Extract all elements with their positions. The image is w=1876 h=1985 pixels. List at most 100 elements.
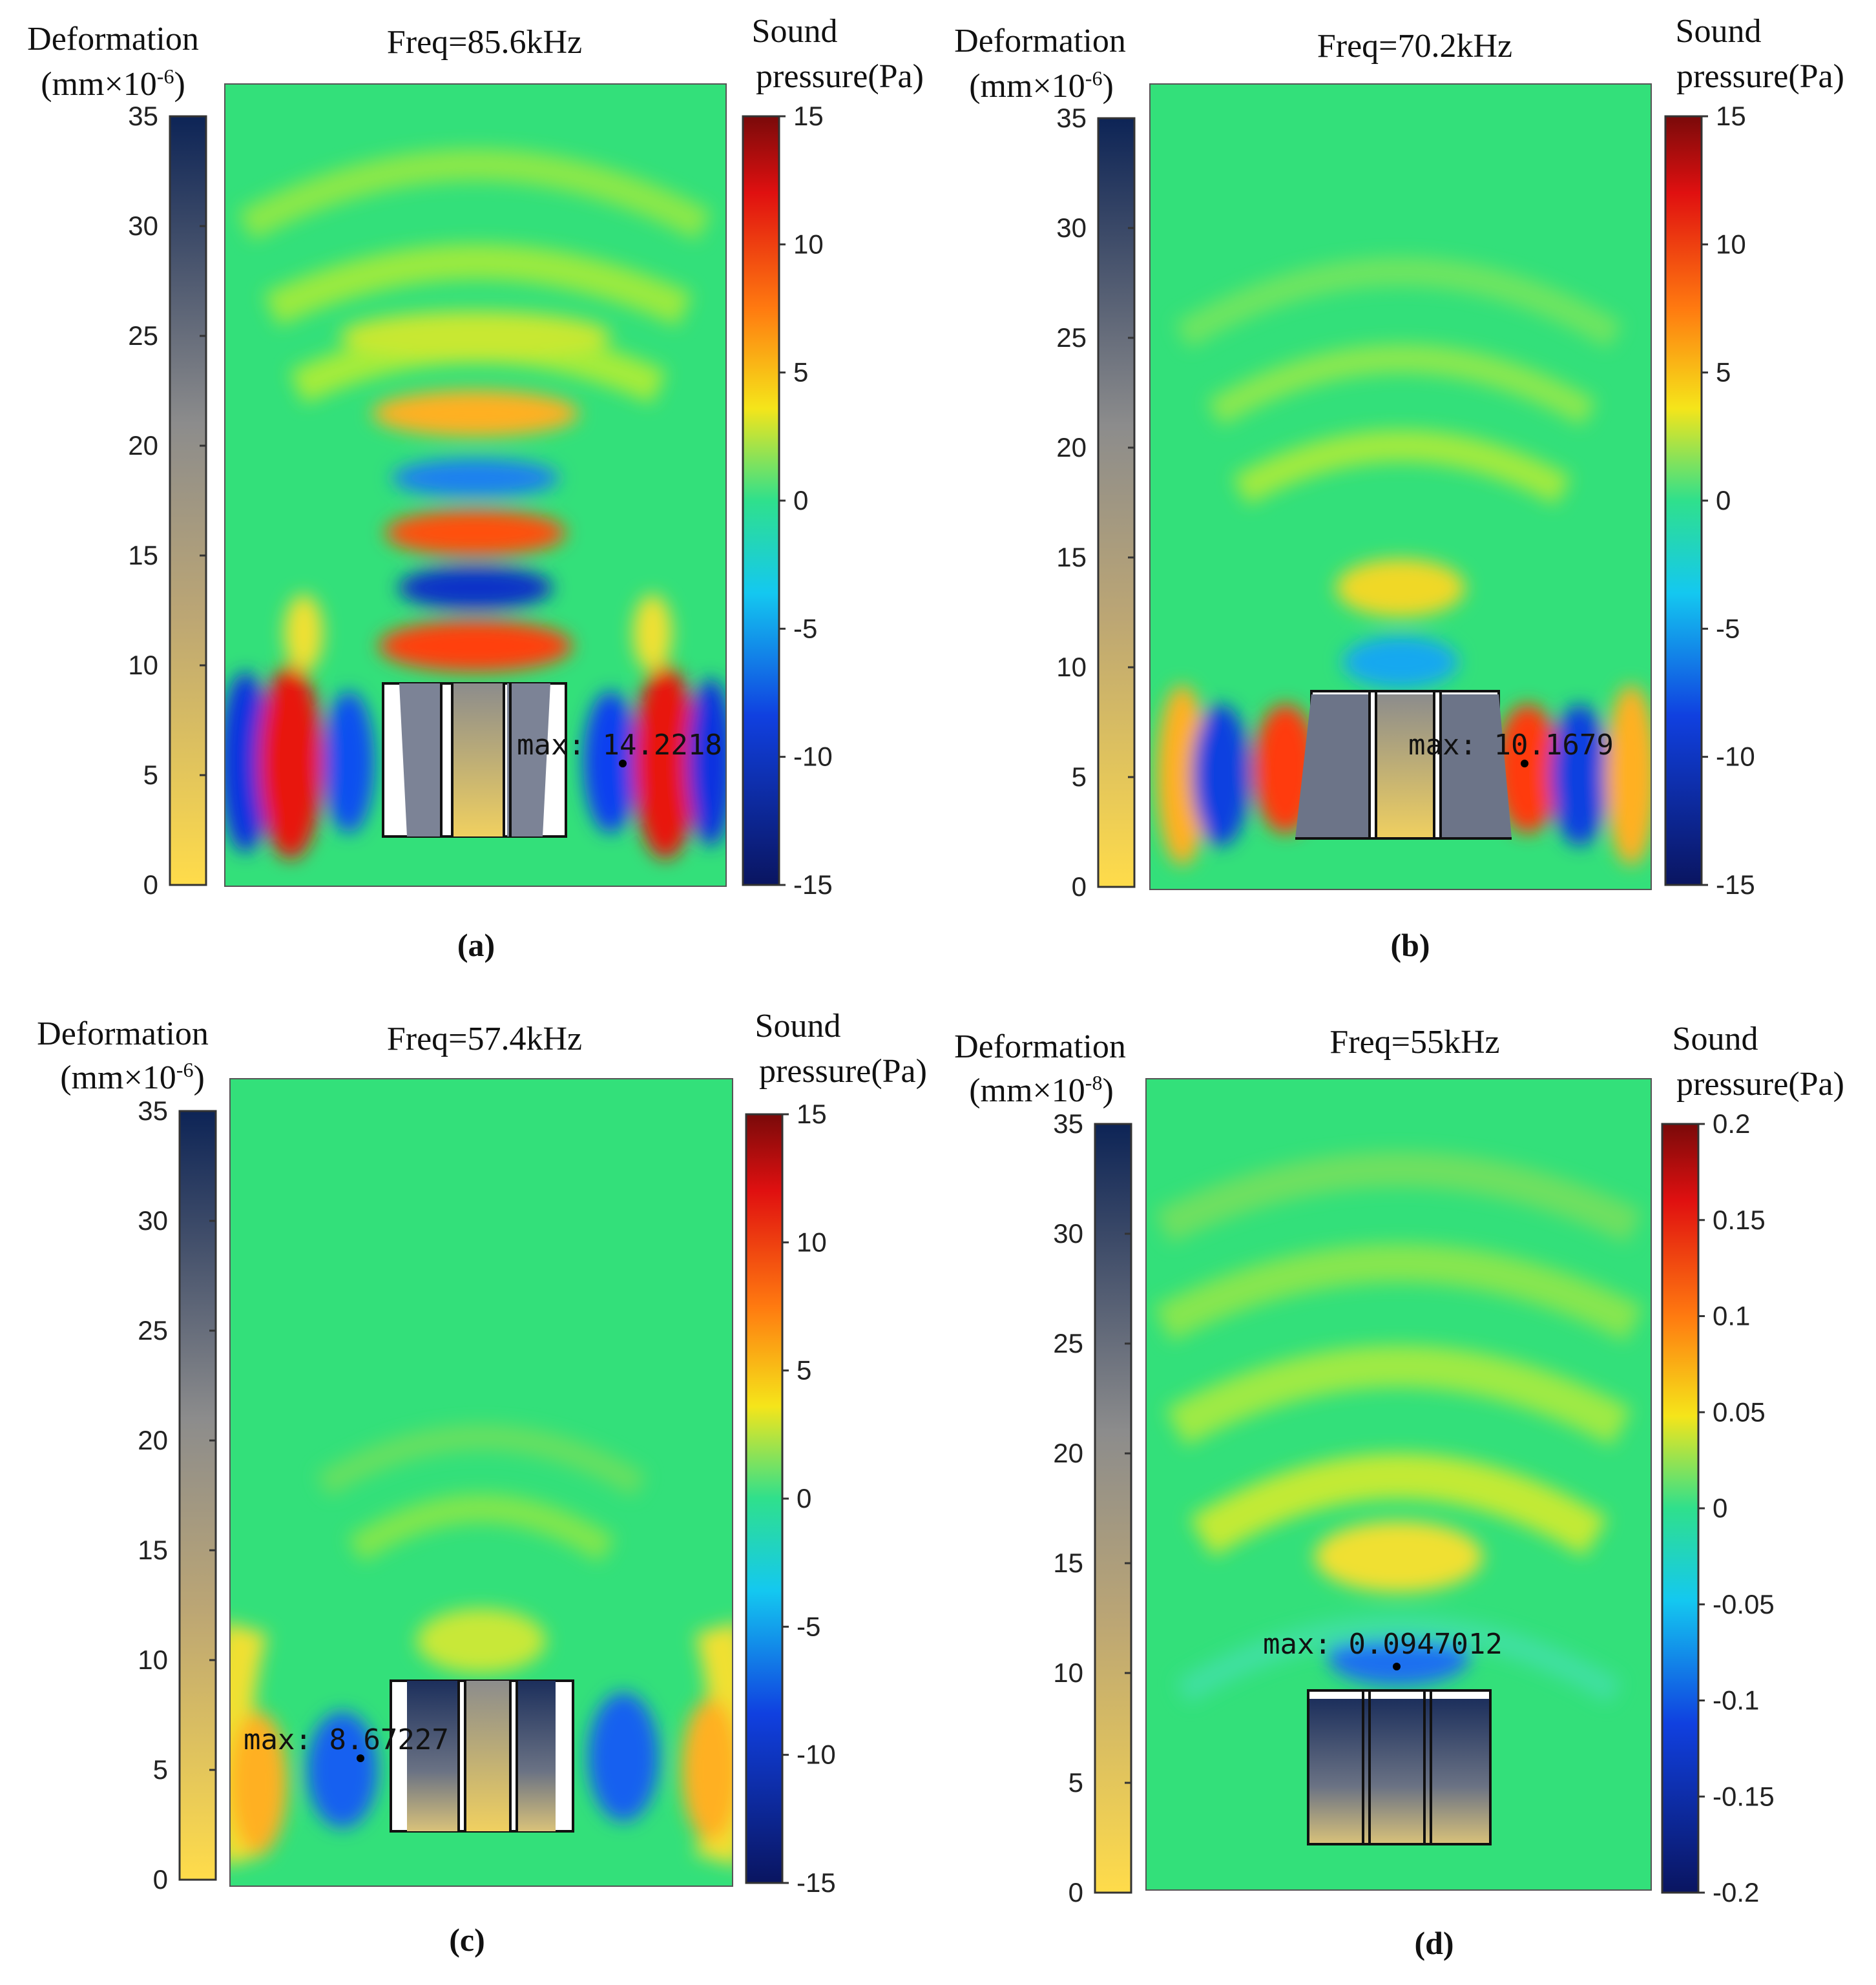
deformation-label-d-line1: Deformation (954, 1028, 1126, 1065)
deformation-ticks-c: 0 5 10 15 20 25 30 35 (138, 1096, 216, 1895)
max-label-c: max: 8.67227 (244, 1723, 449, 1756)
deformation-tick-label-a-0: 0 (143, 869, 158, 900)
deformation-tick-label-d-7: 35 (1053, 1108, 1083, 1139)
pressure-tick-label-c-3: 0 (797, 1483, 811, 1513)
panel-caption-c: (c) (449, 1922, 485, 1958)
max-marker-c (357, 1754, 364, 1762)
pressure-tick-label-c-4: -5 (797, 1611, 820, 1641)
deformation-tick-label-d-0: 0 (1068, 1877, 1083, 1907)
transducer-a (382, 682, 567, 838)
deformation-tick-label-a-5: 25 (128, 320, 158, 351)
pressure-tick-label-b-6: -15 (1716, 869, 1755, 900)
panel-a: Deformation (mm×10-6) 0 5 10 15 20 25 30 35 Fre… (27, 13, 924, 963)
pressure-tick-label-a-0: 15 (793, 101, 824, 131)
pressure-ticks-c: 15 10 5 0 -5 -10 -15 (782, 1099, 836, 1898)
pressure-tick-label-c-5: -10 (797, 1740, 836, 1770)
max-marker-b (1521, 760, 1528, 767)
pressure-label-c-line2: pressure(Pa) (759, 1053, 927, 1090)
deformation-tick-label-b-7: 35 (1056, 103, 1087, 133)
deformation-label-a-line1: Deformation (27, 21, 199, 57)
transducer-d (1307, 1689, 1492, 1845)
max-label-b: max: 10.1679 (1408, 729, 1614, 762)
deformation-ticks-d: 0 5 10 15 20 25 30 35 (1053, 1108, 1131, 1907)
pressure-label-d-line1: Sound (1673, 1021, 1758, 1057)
pressure-tick-label-b-3: 0 (1716, 485, 1731, 515)
deformation-tick-label-b-6: 30 (1056, 213, 1087, 243)
pressure-ticks-b: 15 10 5 0 -5 -10 -15 (1702, 101, 1755, 900)
pressure-label-d-line2: pressure(Pa) (1676, 1066, 1844, 1103)
deformation-tick-label-b-0: 0 (1072, 871, 1087, 902)
max-label-a: max: 14.2218 (517, 729, 722, 762)
deformation-tick-label-b-4: 20 (1056, 432, 1087, 462)
transducer-c (390, 1679, 574, 1833)
pressure-label-b-line2: pressure(Pa) (1676, 58, 1844, 95)
plot-title-c: Freq=57.4kHz (387, 1021, 582, 1057)
max-marker-d (1393, 1663, 1401, 1670)
pressure-tick-label-d-2: 0.1 (1713, 1301, 1750, 1331)
deformation-tick-label-c-6: 30 (138, 1205, 168, 1236)
pressure-colorbar-d (1661, 1123, 1700, 1894)
pressure-colorbar-c (745, 1113, 784, 1884)
pressure-tick-label-b-4: -5 (1716, 613, 1740, 643)
deformation-colorbar-d (1094, 1123, 1132, 1894)
pressure-tick-label-c-1: 10 (797, 1227, 827, 1257)
pressure-pattern-d (1154, 1151, 1643, 1704)
panel-d: Deformation (mm×10-8) 0 5 10 15 20 25 30 35 Fre… (954, 1021, 1844, 1961)
pressure-tick-label-a-4: -5 (793, 613, 817, 643)
deformation-tick-label-a-4: 20 (128, 430, 158, 461)
pressure-tick-label-d-3: 0.05 (1713, 1397, 1766, 1427)
deformation-tick-label-a-2: 10 (128, 650, 158, 680)
deformation-tick-label-c-2: 10 (138, 1645, 168, 1675)
pressure-label-c-line1: Sound (755, 1008, 841, 1044)
panel-c: Deformation (mm×10-6) 0 5 10 15 20 25 30 35 Fre… (37, 1008, 927, 1958)
deformation-tick-label-a-6: 30 (128, 211, 158, 241)
deformation-tick-label-d-4: 20 (1053, 1438, 1083, 1468)
pressure-tick-label-a-5: -10 (793, 742, 833, 772)
pressure-colorbar-b (1664, 115, 1703, 886)
deformation-tick-label-a-3: 15 (128, 540, 158, 570)
plot-title-b: Freq=70.2kHz (1317, 28, 1512, 65)
pressure-tick-label-b-5: -10 (1716, 742, 1755, 772)
panel-caption-b: (b) (1390, 927, 1430, 963)
max-label-d: max: 0.0947012 (1263, 1628, 1503, 1661)
pressure-tick-label-d-4: 0 (1713, 1493, 1727, 1523)
pressure-tick-label-b-1: 10 (1716, 229, 1746, 259)
deformation-colorbar-a (169, 115, 207, 886)
deformation-label-c-line1: Deformation (37, 1015, 209, 1052)
pressure-tick-label-c-6: -15 (797, 1867, 836, 1898)
deformation-tick-label-b-1: 5 (1072, 762, 1087, 792)
deformation-tick-label-d-1: 5 (1068, 1767, 1083, 1798)
pressure-colorbar-a (742, 115, 780, 886)
pressure-tick-label-d-1: 0.15 (1713, 1205, 1766, 1235)
deformation-tick-label-b-2: 10 (1056, 652, 1087, 682)
deformation-tick-label-d-2: 10 (1053, 1658, 1083, 1688)
panel-caption-a: (a) (457, 927, 495, 963)
pressure-tick-label-a-1: 10 (793, 229, 824, 259)
pressure-tick-label-d-6: -0.1 (1713, 1685, 1759, 1716)
pressure-tick-label-a-3: 0 (793, 485, 808, 515)
pressure-tick-label-d-0: 0.2 (1713, 1108, 1750, 1139)
deformation-tick-label-d-3: 15 (1053, 1548, 1083, 1578)
deformation-label-a-line2: (mm×10-6) (41, 65, 185, 103)
deformation-tick-label-c-3: 15 (138, 1535, 168, 1565)
pressure-label-a-line2: pressure(Pa) (756, 58, 924, 95)
deformation-tick-label-b-3: 15 (1056, 542, 1087, 572)
transducer-b (1295, 690, 1512, 840)
pressure-label-b-line1: Sound (1676, 13, 1762, 50)
pressure-label-a-line1: Sound (752, 13, 838, 50)
max-marker-a (619, 760, 627, 767)
panel-caption-d: (d) (1414, 1925, 1454, 1961)
deformation-tick-label-c-5: 25 (138, 1315, 168, 1346)
deformation-ticks-b: 0 5 10 15 20 25 30 35 (1056, 103, 1134, 902)
pressure-tick-label-a-2: 5 (793, 357, 808, 388)
pressure-tick-label-b-2: 5 (1716, 357, 1731, 388)
pressure-ticks-a: 15 10 5 0 -5 -10 -15 (779, 101, 833, 900)
plot-title-d: Freq=55kHz (1329, 1024, 1499, 1061)
deformation-label-b-line1: Deformation (954, 23, 1126, 59)
pressure-tick-label-a-6: -15 (793, 869, 833, 900)
deformation-tick-label-c-7: 35 (138, 1096, 168, 1126)
plot-title-a: Freq=85.6kHz (387, 24, 582, 61)
deformation-tick-label-a-1: 5 (143, 760, 158, 790)
panel-b: Deformation (mm×10-6) 0 5 10 15 20 25 30 35 Fre… (954, 13, 1844, 963)
